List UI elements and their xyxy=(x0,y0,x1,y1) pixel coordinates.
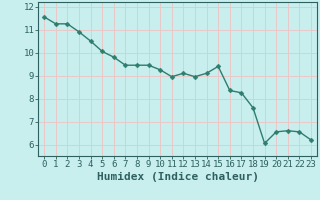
X-axis label: Humidex (Indice chaleur): Humidex (Indice chaleur) xyxy=(97,172,259,182)
